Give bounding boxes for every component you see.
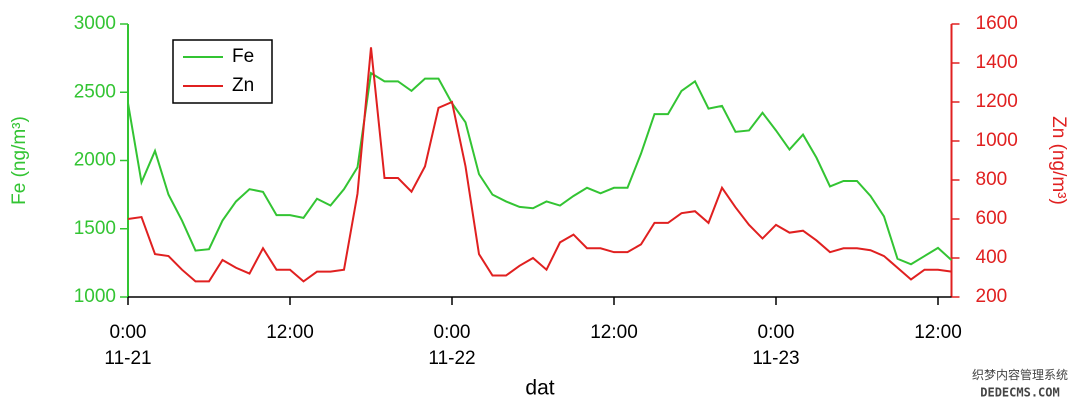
x-tick-label: 12:00 bbox=[914, 322, 962, 343]
series-line bbox=[127, 71, 953, 266]
y2-tick-label: 200 bbox=[976, 286, 1008, 307]
legend-label: Fe bbox=[232, 46, 254, 67]
watermark: 织梦内容管理系统 bbox=[972, 367, 1068, 382]
y-tick-label: 2000 bbox=[74, 150, 116, 171]
y-tick-label: 2500 bbox=[74, 81, 116, 102]
x-tick-label: 0:00 bbox=[110, 322, 147, 343]
legend-box bbox=[172, 39, 273, 104]
x-tick-date: 11-22 bbox=[428, 348, 475, 369]
y2-tick-label: 1000 bbox=[976, 130, 1018, 151]
y2-tick-label: 600 bbox=[976, 208, 1008, 229]
y2-tick-label: 1400 bbox=[976, 52, 1018, 73]
legend-label: Zn bbox=[232, 75, 254, 96]
y2-tick-label: 400 bbox=[976, 247, 1008, 268]
x-tick-label: 12:00 bbox=[590, 322, 638, 343]
x-tick-date: 11-21 bbox=[104, 348, 151, 369]
y-tick-label: 1000 bbox=[74, 286, 116, 307]
y-axis-title: Fe (ng/m³) bbox=[9, 116, 30, 205]
y-tick-label: 1500 bbox=[74, 218, 116, 239]
y2-tick-label: 800 bbox=[976, 169, 1008, 190]
y2-tick-label: 1600 bbox=[976, 13, 1018, 34]
series-line bbox=[127, 47, 952, 283]
x-tick-label: 0:00 bbox=[758, 322, 795, 343]
watermark: DEDECMS.COM bbox=[980, 386, 1059, 400]
y-tick-label: 3000 bbox=[74, 13, 116, 34]
x-tick-date: 11-23 bbox=[752, 348, 799, 369]
y2-tick-label: 1200 bbox=[976, 91, 1018, 112]
x-tick-label: 0:00 bbox=[434, 322, 471, 343]
x-tick-label: 12:00 bbox=[266, 322, 314, 343]
x-axis-title: dat bbox=[525, 377, 554, 400]
y2-axis-title: Zn (ng/m³) bbox=[1048, 116, 1069, 205]
